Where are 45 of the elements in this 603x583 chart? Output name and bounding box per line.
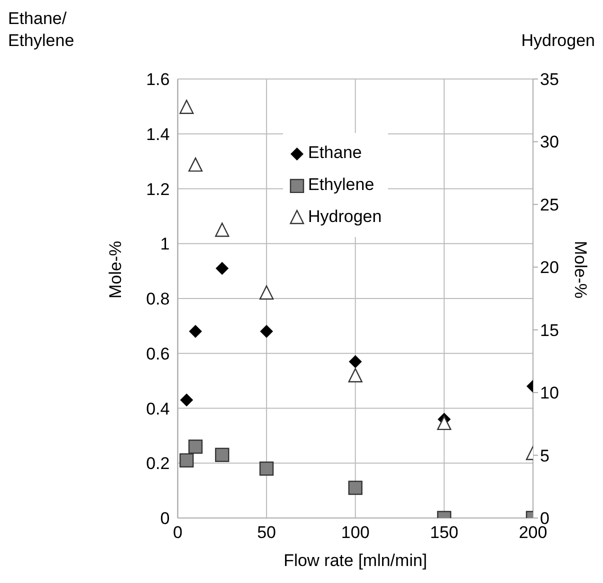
point <box>216 262 229 275</box>
x-axis-title: Flow rate [mln/min] <box>284 551 428 570</box>
x-tick-label: 100 <box>341 523 370 542</box>
y2-tick-label: 25 <box>540 195 559 214</box>
text: Ethane/ Ethylene <box>8 8 74 52</box>
y2-tick-label: 30 <box>540 132 559 152</box>
point <box>348 368 362 382</box>
point <box>188 324 202 338</box>
y-tick-label: 1.4 <box>146 124 170 144</box>
y-tick-label: 1.2 <box>146 180 170 199</box>
y2-tick-label: 15 <box>540 320 559 340</box>
legend-label: Ethane <box>307 142 363 164</box>
y2-tick-label: 10 <box>540 384 559 403</box>
x-tick-label: 0 <box>172 523 182 542</box>
y2-tick-label: 35 <box>540 70 559 90</box>
y-tick-label: 0.4 <box>146 399 170 418</box>
y-tick-label: 0.2 <box>146 454 170 474</box>
point <box>188 157 203 172</box>
x-tick-label: 50 <box>257 523 276 542</box>
point <box>260 324 274 338</box>
y-tick-label: 1 <box>160 234 170 254</box>
y-tick-label: 1.6 <box>146 70 170 90</box>
legend-label: Hydrogen <box>307 206 382 228</box>
y-tick-label: 0.6 <box>146 344 170 364</box>
point <box>259 462 274 476</box>
point <box>259 285 274 300</box>
x-tick-label: 150 <box>430 523 458 542</box>
y2-tick-label: 5 <box>540 446 550 466</box>
y-tick-label: 0.8 <box>146 290 170 309</box>
point <box>180 100 194 114</box>
y2-axis-title: Mole-% <box>570 240 590 298</box>
point <box>348 355 362 368</box>
point <box>180 394 194 407</box>
y-axis-title: Mole-% <box>106 240 125 298</box>
point <box>215 222 230 237</box>
point <box>437 416 452 430</box>
point <box>188 440 203 454</box>
y-tick-label: 0 <box>160 509 170 528</box>
point <box>180 453 194 468</box>
text: Hydrogen <box>521 30 595 52</box>
point <box>215 448 230 462</box>
y2-tick-label: 20 <box>540 258 559 278</box>
point <box>348 480 362 495</box>
x-tick-label: 200 <box>518 523 548 542</box>
legend-label: Ethylene <box>307 174 376 196</box>
